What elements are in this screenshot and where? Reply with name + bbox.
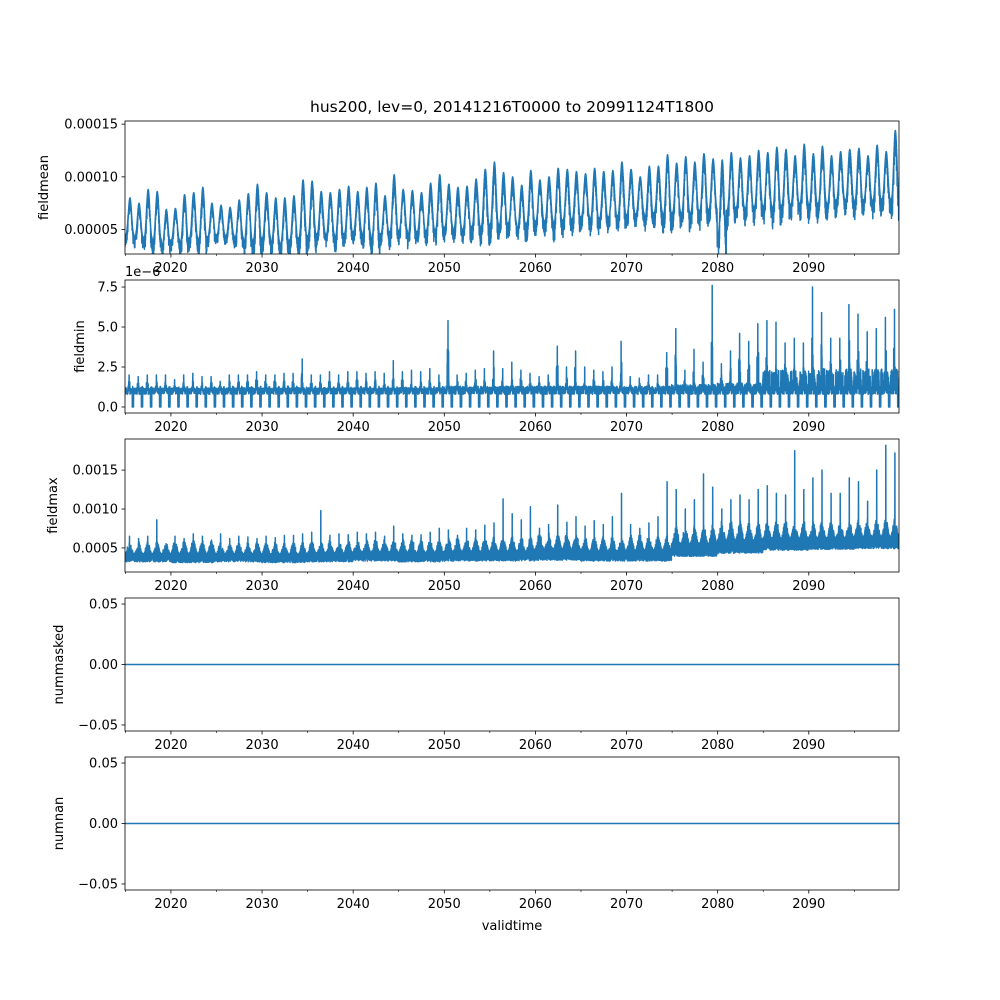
x-axis-label: validtime	[482, 919, 543, 934]
y-tick-label: 0.0015	[73, 464, 119, 479]
x-tick-label: 2090	[792, 261, 825, 276]
x-tick-label: 2030	[246, 420, 279, 435]
x-tick-label: 2080	[701, 261, 734, 276]
x-tick-label: 2050	[428, 420, 461, 435]
y-axis-label-fieldmin: fieldmin	[73, 320, 88, 373]
x-tick-label: 2030	[246, 261, 279, 276]
x-tick-label: 2030	[246, 579, 279, 594]
panel-nummasked: −0.05 0.00 0.05 2020 2030 2040 2050 2060 2070 208…	[52, 598, 900, 753]
x-tick-label: 2070	[610, 897, 643, 912]
panel-fieldmax: 0.0005 0.0010 0.0015 2020 2030 2040 2050 2060 20…	[46, 438, 900, 594]
x-tick-label: 2060	[519, 579, 552, 594]
series-line-fieldmax	[125, 444, 899, 564]
axes-frame	[124, 279, 900, 414]
x-tick-label: 2040	[337, 738, 370, 753]
x-tick-label: 2050	[428, 261, 461, 276]
x-tick-label: 2020	[154, 738, 187, 753]
y-tick-label: −0.05	[78, 877, 118, 892]
y-tick-label: −0.05	[78, 718, 118, 733]
x-tick-label: 2070	[610, 261, 643, 276]
x-tick-label: 2090	[792, 579, 825, 594]
x-tick-label: 2030	[246, 897, 279, 912]
axes-frame	[124, 438, 900, 573]
axes-frame	[124, 120, 900, 255]
x-tick-label: 2090	[792, 738, 825, 753]
series-line-fieldmin	[125, 284, 899, 408]
x-tick-label: 2070	[610, 420, 643, 435]
x-tick-label: 2060	[519, 738, 552, 753]
x-tick-label: 2080	[701, 420, 734, 435]
y-tick-label: 0.00015	[64, 118, 118, 133]
y-tick-label: 0.05	[89, 757, 118, 772]
x-tick-label: 2030	[246, 738, 279, 753]
panel-fieldmin: 0.0 2.5 5.0 7.5 2020 2030 2040 2050 2060 2070 2080…	[73, 265, 900, 435]
x-tick-label: 2040	[337, 261, 370, 276]
y-tick-label: 7.5	[97, 281, 118, 296]
x-tick-label: 2050	[428, 738, 461, 753]
x-tick-label: 2060	[519, 897, 552, 912]
y-tick-label: 0.05	[89, 598, 118, 613]
x-tick-label: 2040	[337, 420, 370, 435]
y-tick-label: 0.00	[89, 658, 118, 673]
x-tick-label: 2020	[154, 897, 187, 912]
panel-fieldmean: 0.00005 0.00010 0.00015 2020 2030 2040 2050 206…	[37, 118, 900, 276]
y-axis-label-fieldmax: fieldmax	[46, 477, 61, 534]
x-tick-label: 2040	[337, 579, 370, 594]
x-tick-label: 2070	[610, 579, 643, 594]
y-tick-label: 0.00	[89, 817, 118, 832]
panel-numnan: −0.05 0.00 0.05 2020 2030 2040 2050 2060 2070 208…	[52, 757, 900, 912]
y-axis-label-fieldmean: fieldmean	[37, 155, 52, 220]
x-tick-label: 2020	[154, 420, 187, 435]
x-tick-label: 2080	[701, 897, 734, 912]
y-tick-label: 5.0	[97, 321, 118, 336]
y-tick-label: 0.0010	[73, 503, 119, 518]
x-tick-label: 2090	[792, 420, 825, 435]
series-line-fieldmean	[125, 129, 899, 254]
x-tick-label: 2040	[337, 897, 370, 912]
y-tick-label: 0.0005	[73, 541, 119, 556]
x-tick-label: 2070	[610, 738, 643, 753]
x-tick-label: 2090	[792, 897, 825, 912]
y-tick-label: 0.00010	[64, 170, 118, 185]
x-tick-label: 2050	[428, 579, 461, 594]
x-tick-label: 2060	[519, 420, 552, 435]
y-axis-label-nummasked: nummasked	[52, 625, 67, 705]
y-tick-label: 0.0	[97, 401, 118, 416]
y-tick-label: 2.5	[97, 361, 118, 376]
x-tick-label: 2080	[701, 579, 734, 594]
y-offset-text: 1e−6	[125, 265, 160, 280]
x-tick-label: 2080	[701, 738, 734, 753]
chart-title: hus200, lev=0, 20141216T0000 to 20991124…	[310, 98, 714, 116]
y-tick-label: 0.00005	[64, 223, 118, 238]
x-tick-label: 2020	[154, 261, 187, 276]
x-tick-label: 2020	[154, 579, 187, 594]
x-tick-label: 2050	[428, 897, 461, 912]
y-axis-label-numnan: numnan	[52, 797, 67, 851]
x-tick-label: 2060	[519, 261, 552, 276]
